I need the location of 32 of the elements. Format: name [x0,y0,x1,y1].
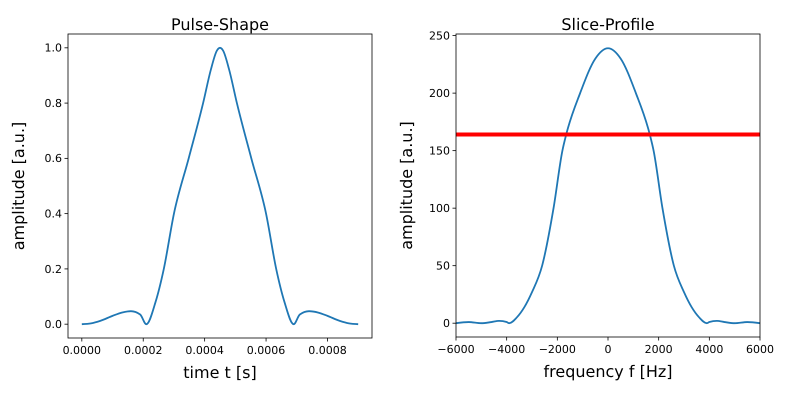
y-tick-label: 200 [429,86,450,100]
x-tick-label: −2000 [538,343,576,356]
y-axis-title: amplitude [a.u.] [9,122,28,250]
y-tick-label: 0.0 [44,318,62,332]
x-tick-label: 2000 [644,343,673,356]
x-axis-title: frequency f [Hz] [544,362,672,381]
y-tick-label: 0.8 [44,96,62,110]
line-series [80,46,360,326]
y-tick-label: 50 [436,260,450,273]
y-tick-label: 100 [429,202,450,216]
x-tick-label: 0.0004 [185,344,224,357]
y-tick-label: 0 [443,317,450,330]
x-tick-label: 4000 [695,343,724,356]
x-tick-label: 0 [604,343,612,356]
x-tick-label: −6000 [437,343,475,356]
x-tick-label: 0.0006 [246,344,286,357]
y-tick-label: 0.6 [44,152,62,166]
chart-title: Slice-Profile [561,15,655,34]
x-tick-label: 6000 [746,343,774,356]
x-tick-label: 0.0008 [308,344,347,357]
x-tick-label: −4000 [488,343,526,356]
y-axis-title: amplitude [a.u.] [397,121,416,250]
x-tick-label: 0.0002 [124,344,162,357]
y-tick-label: 250 [429,29,450,42]
y-tick-label: 1.0 [44,42,62,55]
x-axis-title: time t [s] [183,363,257,382]
chart-title: Pulse-Shape [170,15,270,34]
line-series [456,47,760,324]
y-tick-label: 0.4 [44,207,62,220]
y-tick-label: 0.2 [44,262,62,276]
y-tick-label: 150 [429,144,450,158]
x-tick-label: 0.0000 [62,344,102,357]
